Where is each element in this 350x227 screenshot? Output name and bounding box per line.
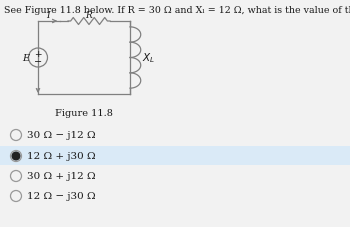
Text: −: − [34,58,42,67]
FancyBboxPatch shape [0,146,350,165]
Text: +: + [34,50,42,59]
Text: E: E [22,54,29,63]
Text: Figure 11.8: Figure 11.8 [55,109,113,118]
Text: 12 Ω − j30 Ω: 12 Ω − j30 Ω [27,192,96,201]
Text: I: I [46,11,50,20]
Text: See Figure 11.8 below. If R = 30 Ω and Xₗ = 12 Ω, what is the value of the total: See Figure 11.8 below. If R = 30 Ω and X… [4,6,350,15]
Text: 30 Ω − j12 Ω: 30 Ω − j12 Ω [27,131,96,140]
Circle shape [12,153,20,160]
Text: R: R [86,11,92,20]
Text: $X_L$: $X_L$ [142,51,155,65]
Text: 12 Ω + j30 Ω: 12 Ω + j30 Ω [27,152,96,161]
Text: 30 Ω + j12 Ω: 30 Ω + j12 Ω [27,172,96,181]
